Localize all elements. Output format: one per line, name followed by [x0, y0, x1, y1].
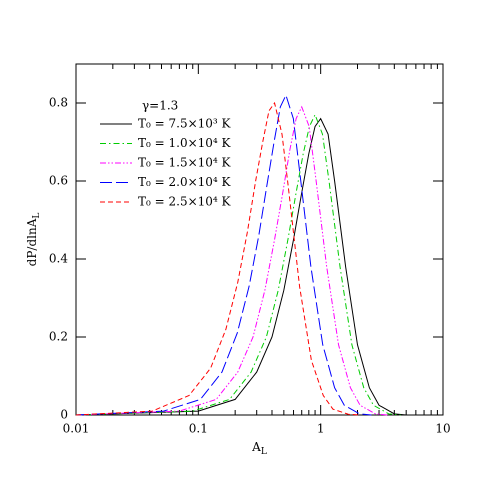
annotation: γ=1.3 — [142, 99, 178, 113]
legend-label: T₀ = 2.5×10⁴ K — [138, 195, 232, 209]
x-tick-label: 1 — [317, 422, 325, 436]
y-tick-label: 0.4 — [49, 252, 68, 266]
x-tick-label: 0.1 — [189, 422, 208, 436]
y-tick-label: 0.6 — [49, 174, 68, 188]
series-line — [75, 101, 361, 416]
y-tick-label: 0.2 — [49, 330, 68, 344]
series-line — [75, 117, 407, 416]
legend-label: T₀ = 7.5×10³ K — [138, 117, 232, 131]
x-axis-label: AL — [251, 440, 267, 457]
y-tick-label: 0 — [60, 408, 68, 422]
series-line — [75, 113, 401, 416]
y-tick-label: 0.8 — [49, 96, 68, 110]
x-tick-label: 0.01 — [63, 422, 90, 436]
series-line — [75, 105, 388, 416]
x-tick-label: 10 — [435, 422, 450, 436]
y-axis-label: dP/dlnAL — [25, 213, 42, 267]
legend-label: T₀ = 1.0×10⁴ K — [138, 136, 232, 150]
legend-label: T₀ = 1.5×10⁴ K — [138, 156, 232, 170]
legend-label: T₀ = 2.0×10⁴ K — [138, 175, 232, 189]
plot-frame — [75, 63, 444, 416]
series-line — [75, 93, 372, 416]
